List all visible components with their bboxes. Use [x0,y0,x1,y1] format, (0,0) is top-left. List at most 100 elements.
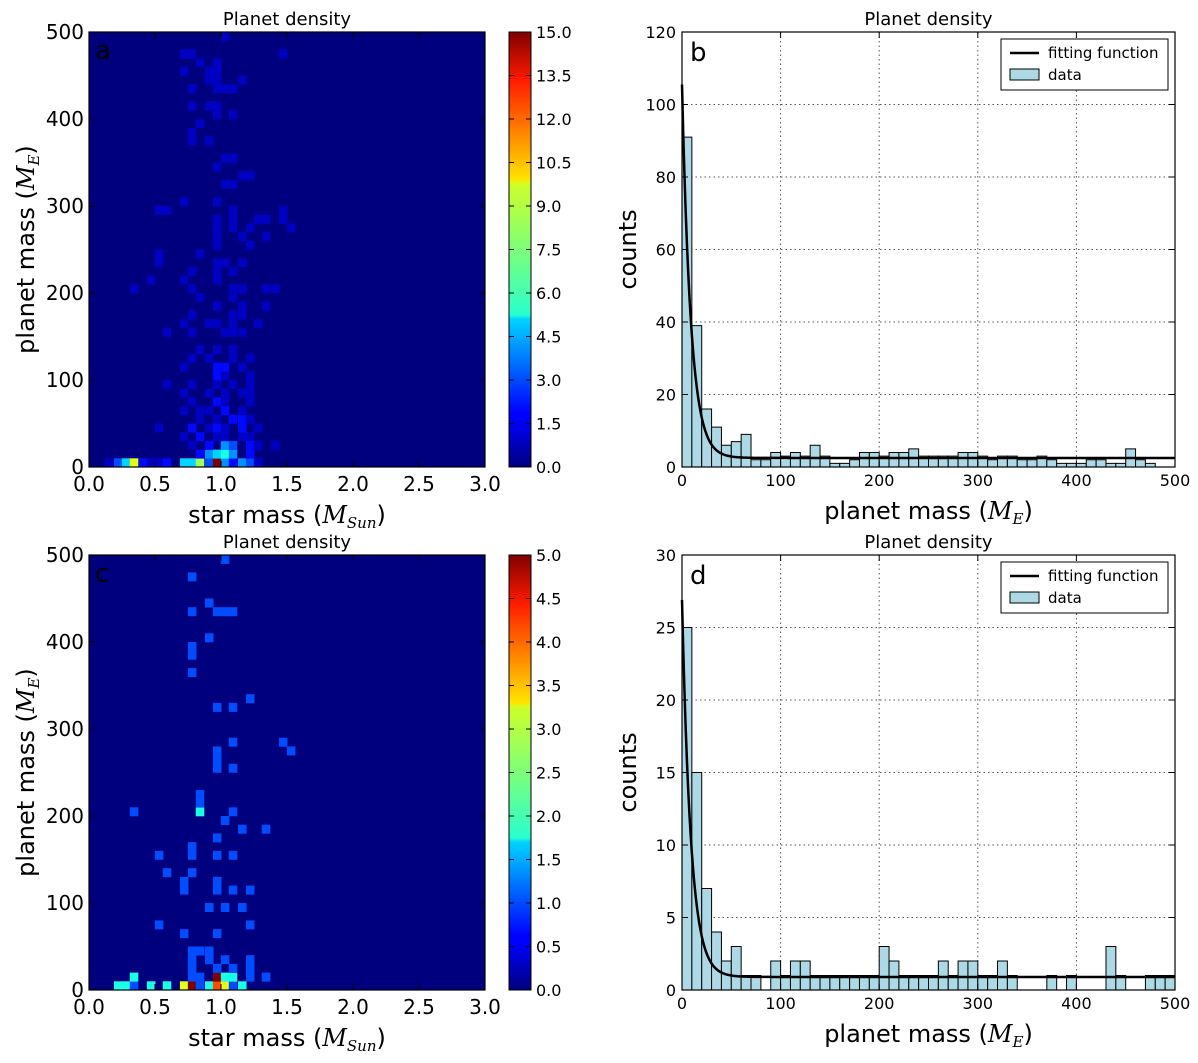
panel-a-cell [245,388,255,398]
panel-c-colorbar-label: 2.5 [536,764,561,783]
panel-b-bar [1085,459,1097,468]
panel-c-cell [187,850,197,860]
panel-c-cell [204,955,214,965]
panel-a-cell [187,423,197,433]
panel-b-bar [809,444,821,468]
panel-b-ylabel: counts [614,209,642,289]
panel-c-cell [220,972,230,982]
panel-a-cell [195,414,205,424]
panel-a-cell [228,110,238,120]
panel-d-xtick-label: 0 [677,994,687,1013]
panel-a-cell [187,353,197,363]
panel-c-xtick-label: 1.5 [271,995,303,1019]
panel-a-cell [245,449,255,459]
panel-a-cell [212,110,222,120]
panel-d-legend-line-label: fitting function [1048,567,1158,585]
panel-a-cell [245,240,255,250]
panel-a-cell [237,406,247,416]
panel-b-legend: fitting function data [1000,38,1169,91]
panel-a-colorbar-label: 13.5 [536,67,572,86]
panel-b-title: Planet density [864,9,992,30]
panel-a-cell [179,49,189,59]
panel-c-cell [195,981,205,991]
panel-c-cell [228,763,238,773]
panel-a-cell [228,353,238,363]
panel-a-cell [212,362,222,372]
panel-c-xtick-label: 2.0 [337,995,369,1019]
panel-a-panel-label: a [95,36,111,66]
panel-d-bar [888,960,900,991]
panel-c-cell [204,903,214,912]
panel-c-panel: 0.0 0.5 1.0 1.5 2.0 2.5 3.0 0 100 200 300 400 500 Pla… [12,532,561,1055]
panel-a-ytick-label: 200 [46,281,84,305]
panel-a-xtick-label: 1.0 [205,472,237,496]
panel-c-cell [286,746,296,756]
panel-c-ytick-label: 300 [46,717,84,741]
panel-a-cell [154,258,164,268]
panel-d-legend-bar-swatch [1009,591,1040,604]
panel-c-cell [187,981,197,991]
panel-a-cell [228,293,238,302]
panel-a-cell [212,458,222,468]
panel-c-cell [228,702,238,712]
panel-a-ytick-label: 500 [46,20,84,44]
panel-c-cell [195,789,205,799]
panel-a-cell [204,75,214,85]
panel-b-panel-label: b [690,38,707,68]
panel-c-cell [154,920,164,930]
panel-b-bar [987,459,999,468]
panel-c-cell [179,885,189,895]
panel-c-xtick-label: 0.5 [139,995,171,1019]
panel-a-colorbar-label: 10.5 [536,154,572,173]
panel-c-cell [146,981,156,991]
panel-c-cell [220,555,230,564]
panel-c-cell [187,955,197,965]
panel-b-legend-box [1000,38,1169,91]
panel-a-cell [212,371,222,381]
panel-c-title: Planet density [223,532,351,553]
panel-a-cell [278,214,288,224]
panel-a-cell [261,214,271,224]
panel-c-cell [220,981,230,991]
panel-a-cell [261,232,271,242]
panel-a-cell [204,440,214,450]
panel-a-cell [179,66,189,76]
panel-a-cell [187,440,197,450]
panel-a-cell [286,223,296,233]
panel-b-legend-bar-label: data [1048,66,1082,84]
panel-c-cell [245,920,255,930]
panel-a-xtick-label: 1.5 [271,472,303,496]
panel-c-cell [212,885,222,895]
panel-c-cell [228,963,238,973]
panel-a-cell [154,423,164,433]
panel-a-cell [204,66,214,76]
panel-a-cell [187,458,197,468]
panel-a-cell [179,458,189,468]
panel-a-cell [162,380,172,389]
panel-d-bar [967,960,979,991]
panel-c-cell [212,702,222,712]
panel-c-cell [154,850,164,860]
panel-a-cell [245,353,255,363]
panel-a-cell [237,414,247,424]
panel-c-cell [261,972,271,982]
panel-a-cell [245,223,255,233]
panel-c-cell [228,607,238,617]
panel-c-cell [261,824,271,834]
panel-a-cell [195,449,205,459]
panel-c-colorbar-label: 1.5 [536,851,561,870]
panel-d-bar [997,960,1008,991]
panel-a-cell [195,406,205,416]
panel-d-bar [730,946,742,991]
panel-a-cell [228,440,238,450]
panel-c-cell [195,946,205,956]
panel-a-cell [154,249,164,259]
panel-b-bar [1026,459,1038,468]
panel-a-cell [245,397,255,407]
panel-a-xtick-label: 0.5 [139,472,171,496]
panel-a-cell [228,179,238,189]
panel-c-cell [245,955,255,965]
panel-b-legend-line-label: fitting function [1048,44,1158,62]
panel-a-cell [179,197,189,207]
